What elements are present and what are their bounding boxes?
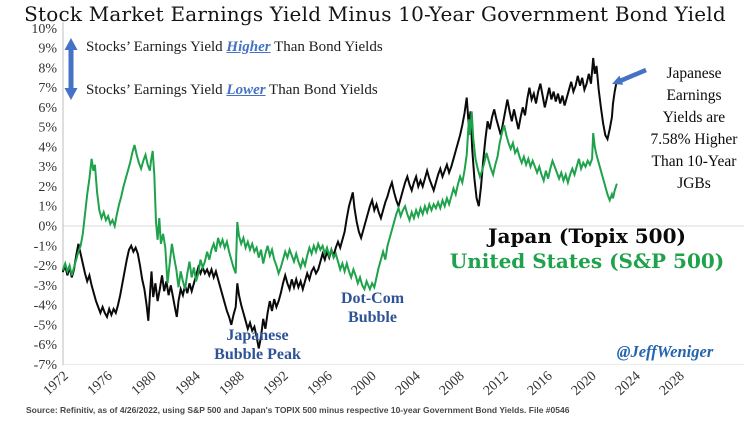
y-tick-label: -4% — [34, 299, 58, 314]
y-tick-label: 4% — [38, 140, 57, 155]
note-arrow-icon — [612, 67, 647, 85]
y-tick-label: 6% — [38, 101, 57, 116]
annotation-text: Stocks’ Earnings Yield — [86, 82, 227, 98]
x-tick-label: 1996 — [305, 369, 336, 399]
y-tick-label: 10% — [31, 22, 57, 37]
y-tick-label: 9% — [38, 42, 57, 57]
x-tick-label: 2016 — [525, 369, 556, 399]
legend: Japan (Topix 500) United States (S&P 500… — [427, 224, 747, 274]
page-title: Stock Market Earnings Yield Minus 10-Yea… — [24, 2, 726, 26]
source-note: Source: Refinitiv, as of 4/26/2022, usin… — [26, 405, 570, 415]
series-line-us — [62, 111, 618, 292]
x-tick-label: 2008 — [437, 369, 468, 399]
annotation-text: Than Bond Yields — [265, 82, 378, 98]
y-tick-label: 1% — [38, 200, 57, 215]
y-tick-label: 7% — [38, 81, 57, 96]
x-tick-label: 2028 — [657, 369, 688, 399]
annotation-dotcom-bubble: Dot-Com Bubble — [340, 290, 405, 326]
y-tick-label: 8% — [38, 61, 57, 76]
annotation-jgb-note: Japanese Earnings Yields are 7.58% Highe… — [650, 65, 738, 192]
annotation-text: Stocks’ Earnings Yield — [86, 39, 227, 55]
annotation-text: Than Bond Yields — [270, 39, 383, 55]
x-tick-label: 2004 — [393, 369, 424, 399]
annotation-japanese-bubble-peak: Japanese Bubble Peak — [214, 327, 301, 363]
annotation-lower: Stocks’ Earnings Yield Lower Than Bond Y… — [86, 82, 378, 99]
series-line-japan — [62, 57, 618, 349]
annotation-keyword-lower: Lower — [226, 82, 266, 98]
x-tick-label: 1980 — [129, 369, 160, 399]
y-tick-label: -6% — [34, 338, 58, 353]
y-tick-label: 0% — [38, 220, 57, 235]
legend-us: United States (S&P 500) — [449, 249, 725, 273]
y-tick-label: -3% — [34, 279, 58, 294]
x-tick-label: 2020 — [569, 369, 600, 399]
annotation-keyword-higher: Higher — [226, 39, 271, 55]
y-tick-label: -1% — [34, 239, 58, 254]
up-down-arrow-icon — [64, 38, 78, 100]
legend-japan: Japan (Topix 500) — [488, 224, 686, 248]
x-tick-label: 1988 — [217, 369, 248, 399]
x-tick-label: 2012 — [481, 369, 512, 399]
x-tick-label: 1984 — [173, 369, 204, 399]
x-tick-label: 1972 — [41, 369, 72, 399]
y-tick-label: -5% — [34, 318, 58, 333]
x-tick-label: 1992 — [261, 369, 292, 399]
y-tick-label: 5% — [38, 121, 57, 136]
y-tick-label: -2% — [34, 259, 58, 274]
watermark-handle: @JeffWeniger — [616, 342, 714, 361]
y-tick-label: 2% — [38, 180, 57, 195]
y-tick-label: 3% — [38, 160, 57, 175]
x-tick-label: 1976 — [85, 369, 116, 399]
y-tick-label: -7% — [34, 358, 58, 373]
x-tick-label: 2024 — [613, 369, 644, 399]
annotation-higher: Stocks’ Earnings Yield Higher Than Bond … — [86, 39, 383, 56]
x-tick-label: 2000 — [349, 369, 380, 399]
